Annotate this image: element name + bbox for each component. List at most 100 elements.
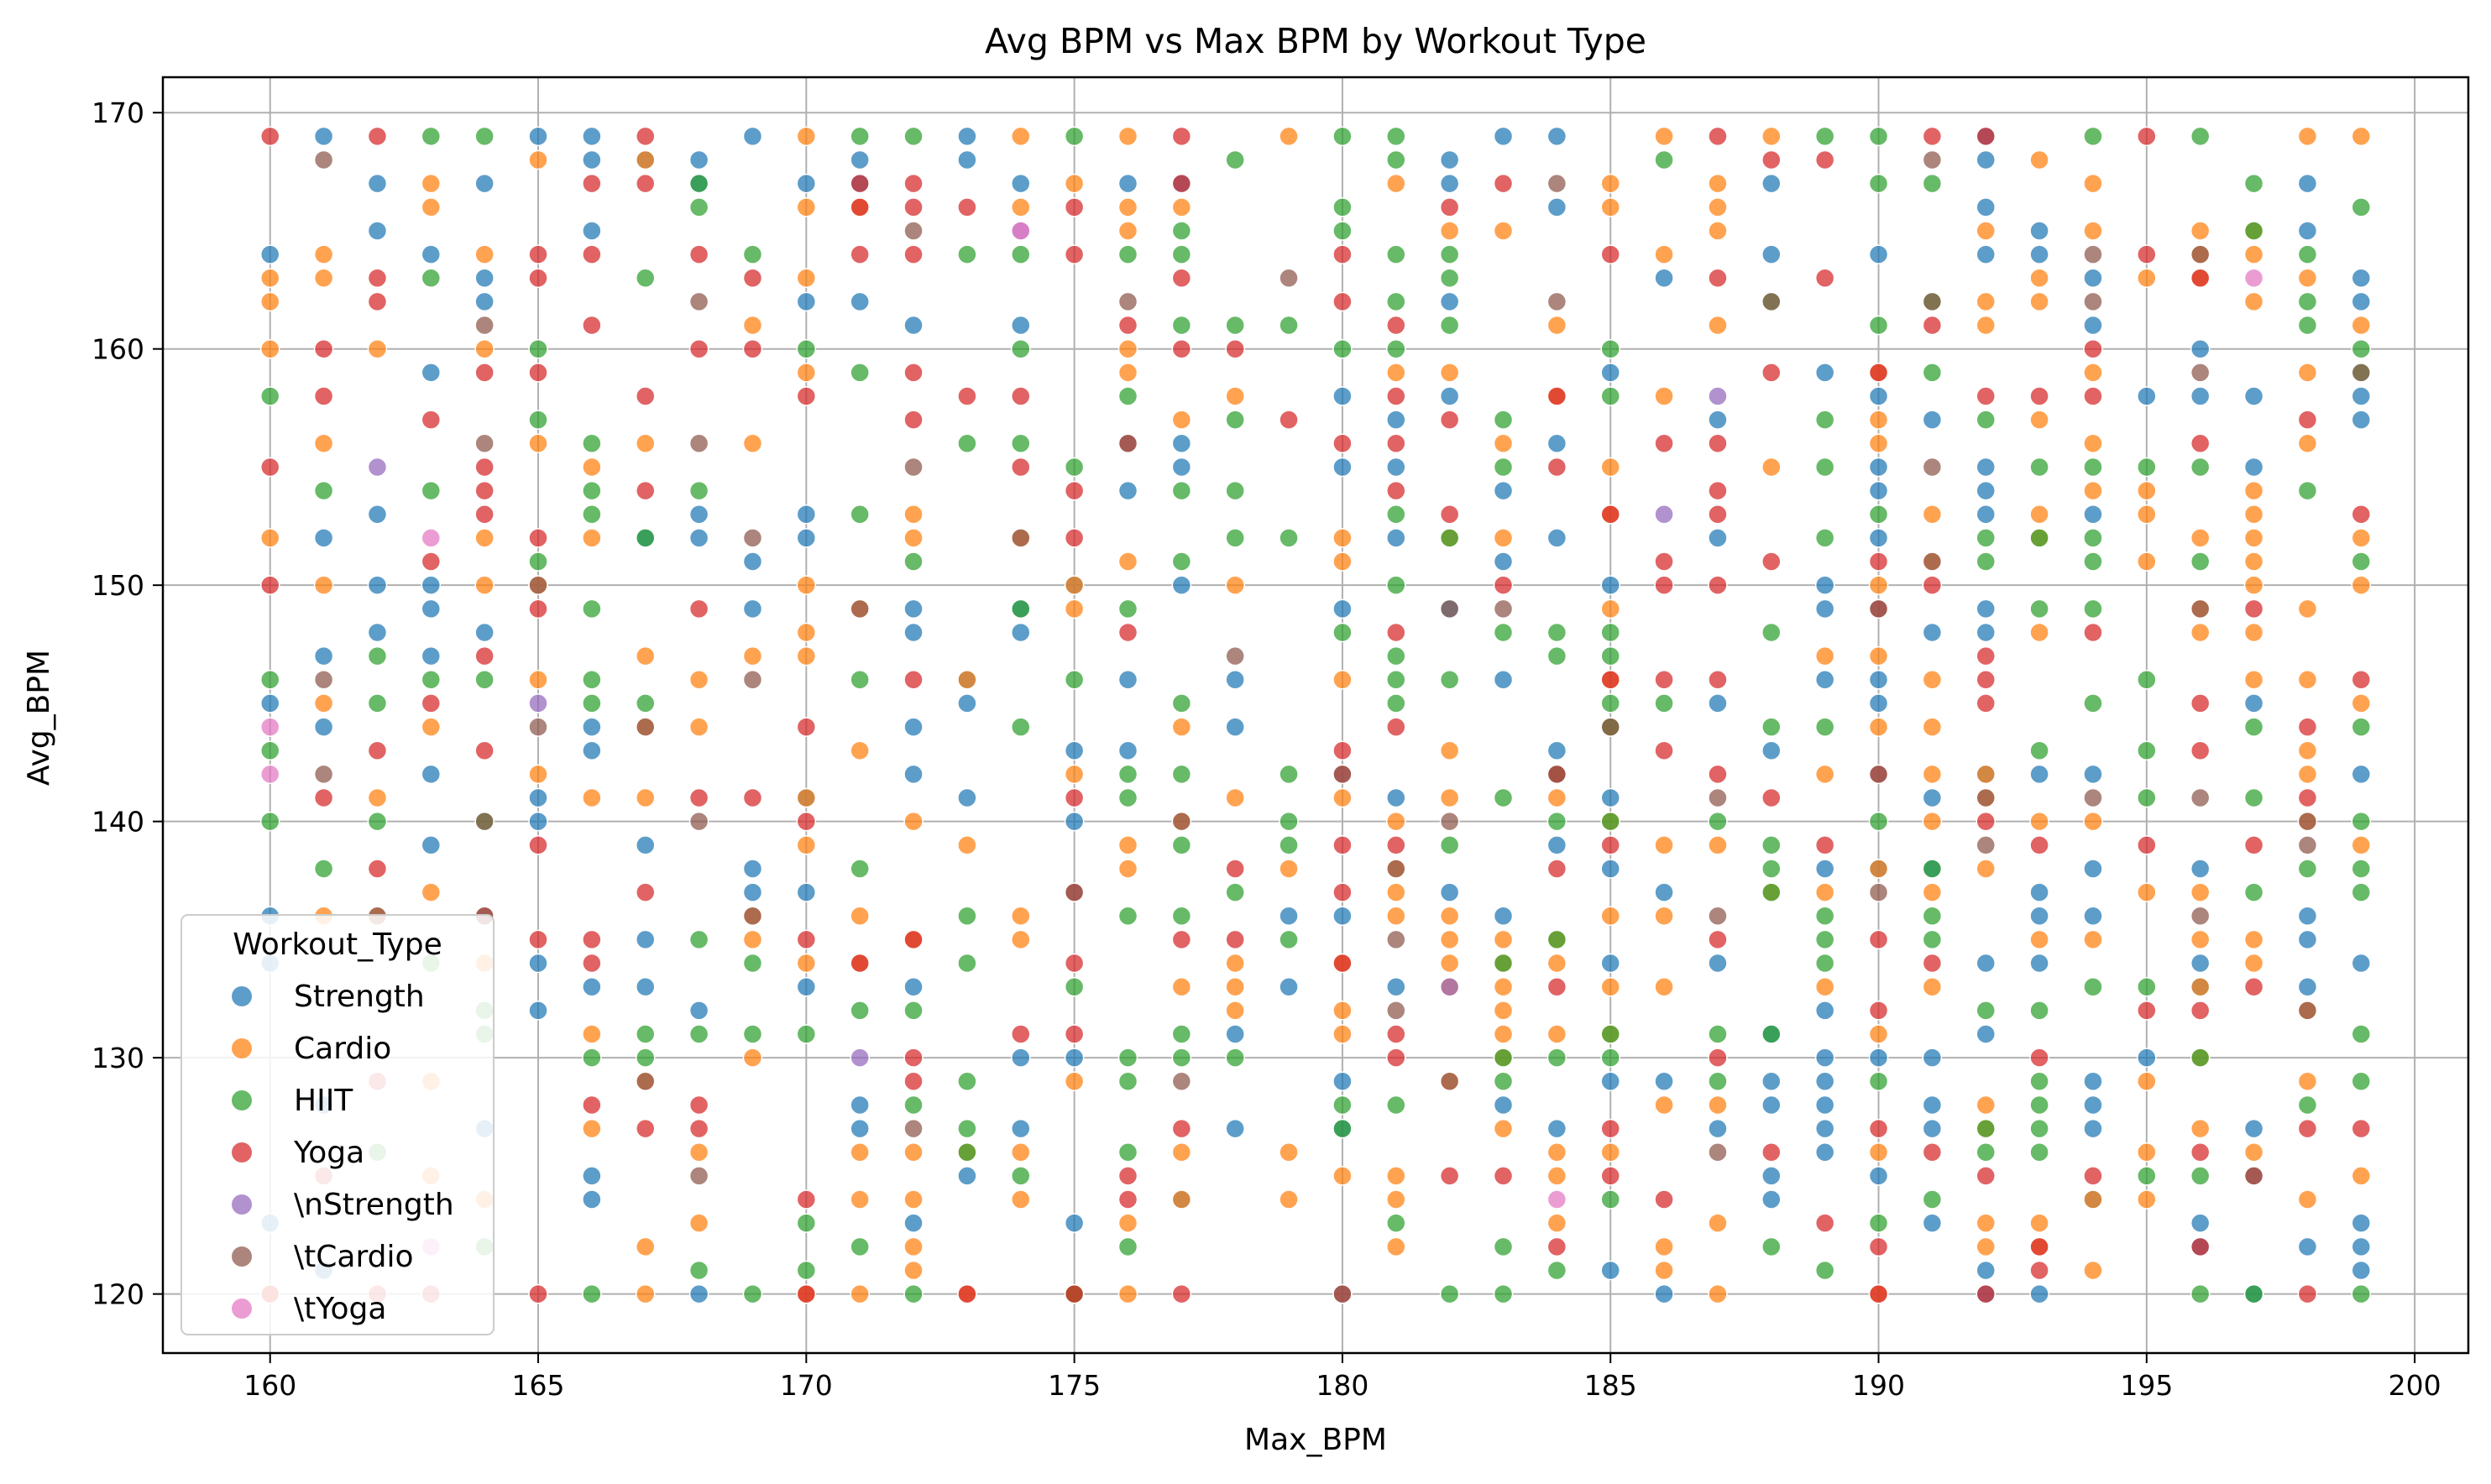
- data-point: [1868, 1142, 1889, 1163]
- data-point: [2243, 457, 2264, 478]
- data-point: [2190, 1213, 2211, 1233]
- data-point: [2243, 1142, 2264, 1163]
- data-point: [1386, 480, 1406, 501]
- data-point: [2137, 670, 2157, 690]
- data-point: [1386, 386, 1406, 406]
- data-point: [1493, 953, 1514, 974]
- data-point: [1332, 386, 1353, 406]
- data-point: [2297, 433, 2318, 454]
- y-tick-label: 160: [92, 333, 144, 366]
- data-point: [1546, 528, 1567, 548]
- data-point: [421, 363, 442, 383]
- data-point: [2029, 1048, 2049, 1068]
- data-point: [367, 811, 388, 832]
- data-point: [1976, 787, 1996, 808]
- data-point: [2137, 551, 2157, 572]
- data-point: [1600, 811, 1620, 832]
- data-point: [1922, 859, 1943, 879]
- data-point: [903, 315, 924, 336]
- data-point: [367, 504, 388, 525]
- data-point: [1332, 882, 1353, 902]
- data-point: [2083, 268, 2103, 289]
- data-point: [1814, 1213, 1835, 1233]
- data-point: [903, 929, 924, 950]
- data-point: [1814, 149, 1835, 170]
- data-point: [850, 953, 870, 974]
- data-point: [1225, 645, 1245, 666]
- data-point: [2297, 244, 2318, 264]
- legend-label: \tCardio: [294, 1240, 414, 1274]
- data-point: [1439, 670, 1460, 690]
- data-point: [1868, 433, 1889, 454]
- data-point: [367, 291, 388, 312]
- data-point: [1386, 338, 1406, 359]
- data-point: [367, 859, 388, 879]
- data-point: [421, 173, 442, 194]
- data-point: [2351, 126, 2372, 147]
- data-point: [1868, 457, 1889, 478]
- data-point: [850, 598, 870, 619]
- data-point: [957, 787, 977, 808]
- data-point: [1117, 363, 1138, 383]
- data-point: [2243, 976, 2264, 997]
- data-point: [688, 480, 709, 501]
- data-point: [474, 645, 495, 666]
- data-point: [582, 149, 602, 170]
- data-point: [2083, 315, 2103, 336]
- data-point: [1439, 504, 1460, 525]
- data-point: [688, 929, 709, 950]
- data-point: [313, 528, 334, 548]
- data-point: [850, 906, 870, 927]
- data-point: [367, 622, 388, 643]
- x-tick-label: 185: [1584, 1369, 1637, 1402]
- data-point: [2190, 338, 2211, 359]
- data-point: [1064, 197, 1085, 217]
- data-point: [1976, 811, 1996, 832]
- data-point: [850, 363, 870, 383]
- data-point: [1386, 882, 1406, 902]
- data-point: [1922, 717, 1943, 737]
- data-point: [1976, 1213, 1996, 1233]
- data-point: [1493, 575, 1514, 595]
- data-point: [1225, 976, 1245, 997]
- data-point: [796, 787, 817, 808]
- data-point: [2190, 622, 2211, 643]
- data-point: [1761, 244, 1782, 264]
- data-point: [1761, 835, 1782, 855]
- data-point: [528, 764, 548, 785]
- data-point: [1546, 764, 1567, 785]
- data-point: [367, 126, 388, 147]
- data-point: [635, 976, 656, 997]
- data-point: [259, 244, 280, 264]
- data-point: [1493, 787, 1514, 808]
- data-point: [2190, 740, 2211, 760]
- data-point: [1868, 244, 1889, 264]
- data-point: [1761, 622, 1782, 643]
- data-point: [1708, 906, 1728, 927]
- data-point: [582, 740, 602, 760]
- data-point: [1011, 386, 1031, 406]
- data-point: [1332, 1071, 1353, 1092]
- data-point: [1117, 835, 1138, 855]
- data-point: [2029, 929, 2049, 950]
- data-point: [1708, 1048, 1728, 1068]
- data-point: [796, 717, 817, 737]
- data-point: [2190, 882, 2211, 902]
- data-point: [1600, 953, 1620, 974]
- data-point: [850, 173, 870, 194]
- data-point: [2137, 457, 2157, 478]
- data-point: [903, 811, 924, 832]
- data-point: [1546, 1189, 1567, 1210]
- data-point: [1654, 433, 1674, 454]
- data-point: [1600, 859, 1620, 879]
- x-tick-label: 160: [243, 1369, 296, 1402]
- data-point: [850, 1142, 870, 1163]
- data-point: [313, 859, 334, 879]
- data-point: [903, 244, 924, 264]
- data-point: [903, 457, 924, 478]
- data-point: [1600, 787, 1620, 808]
- data-point: [742, 126, 763, 147]
- data-point: [742, 906, 763, 927]
- data-point: [1171, 693, 1192, 713]
- data-point: [1546, 126, 1567, 147]
